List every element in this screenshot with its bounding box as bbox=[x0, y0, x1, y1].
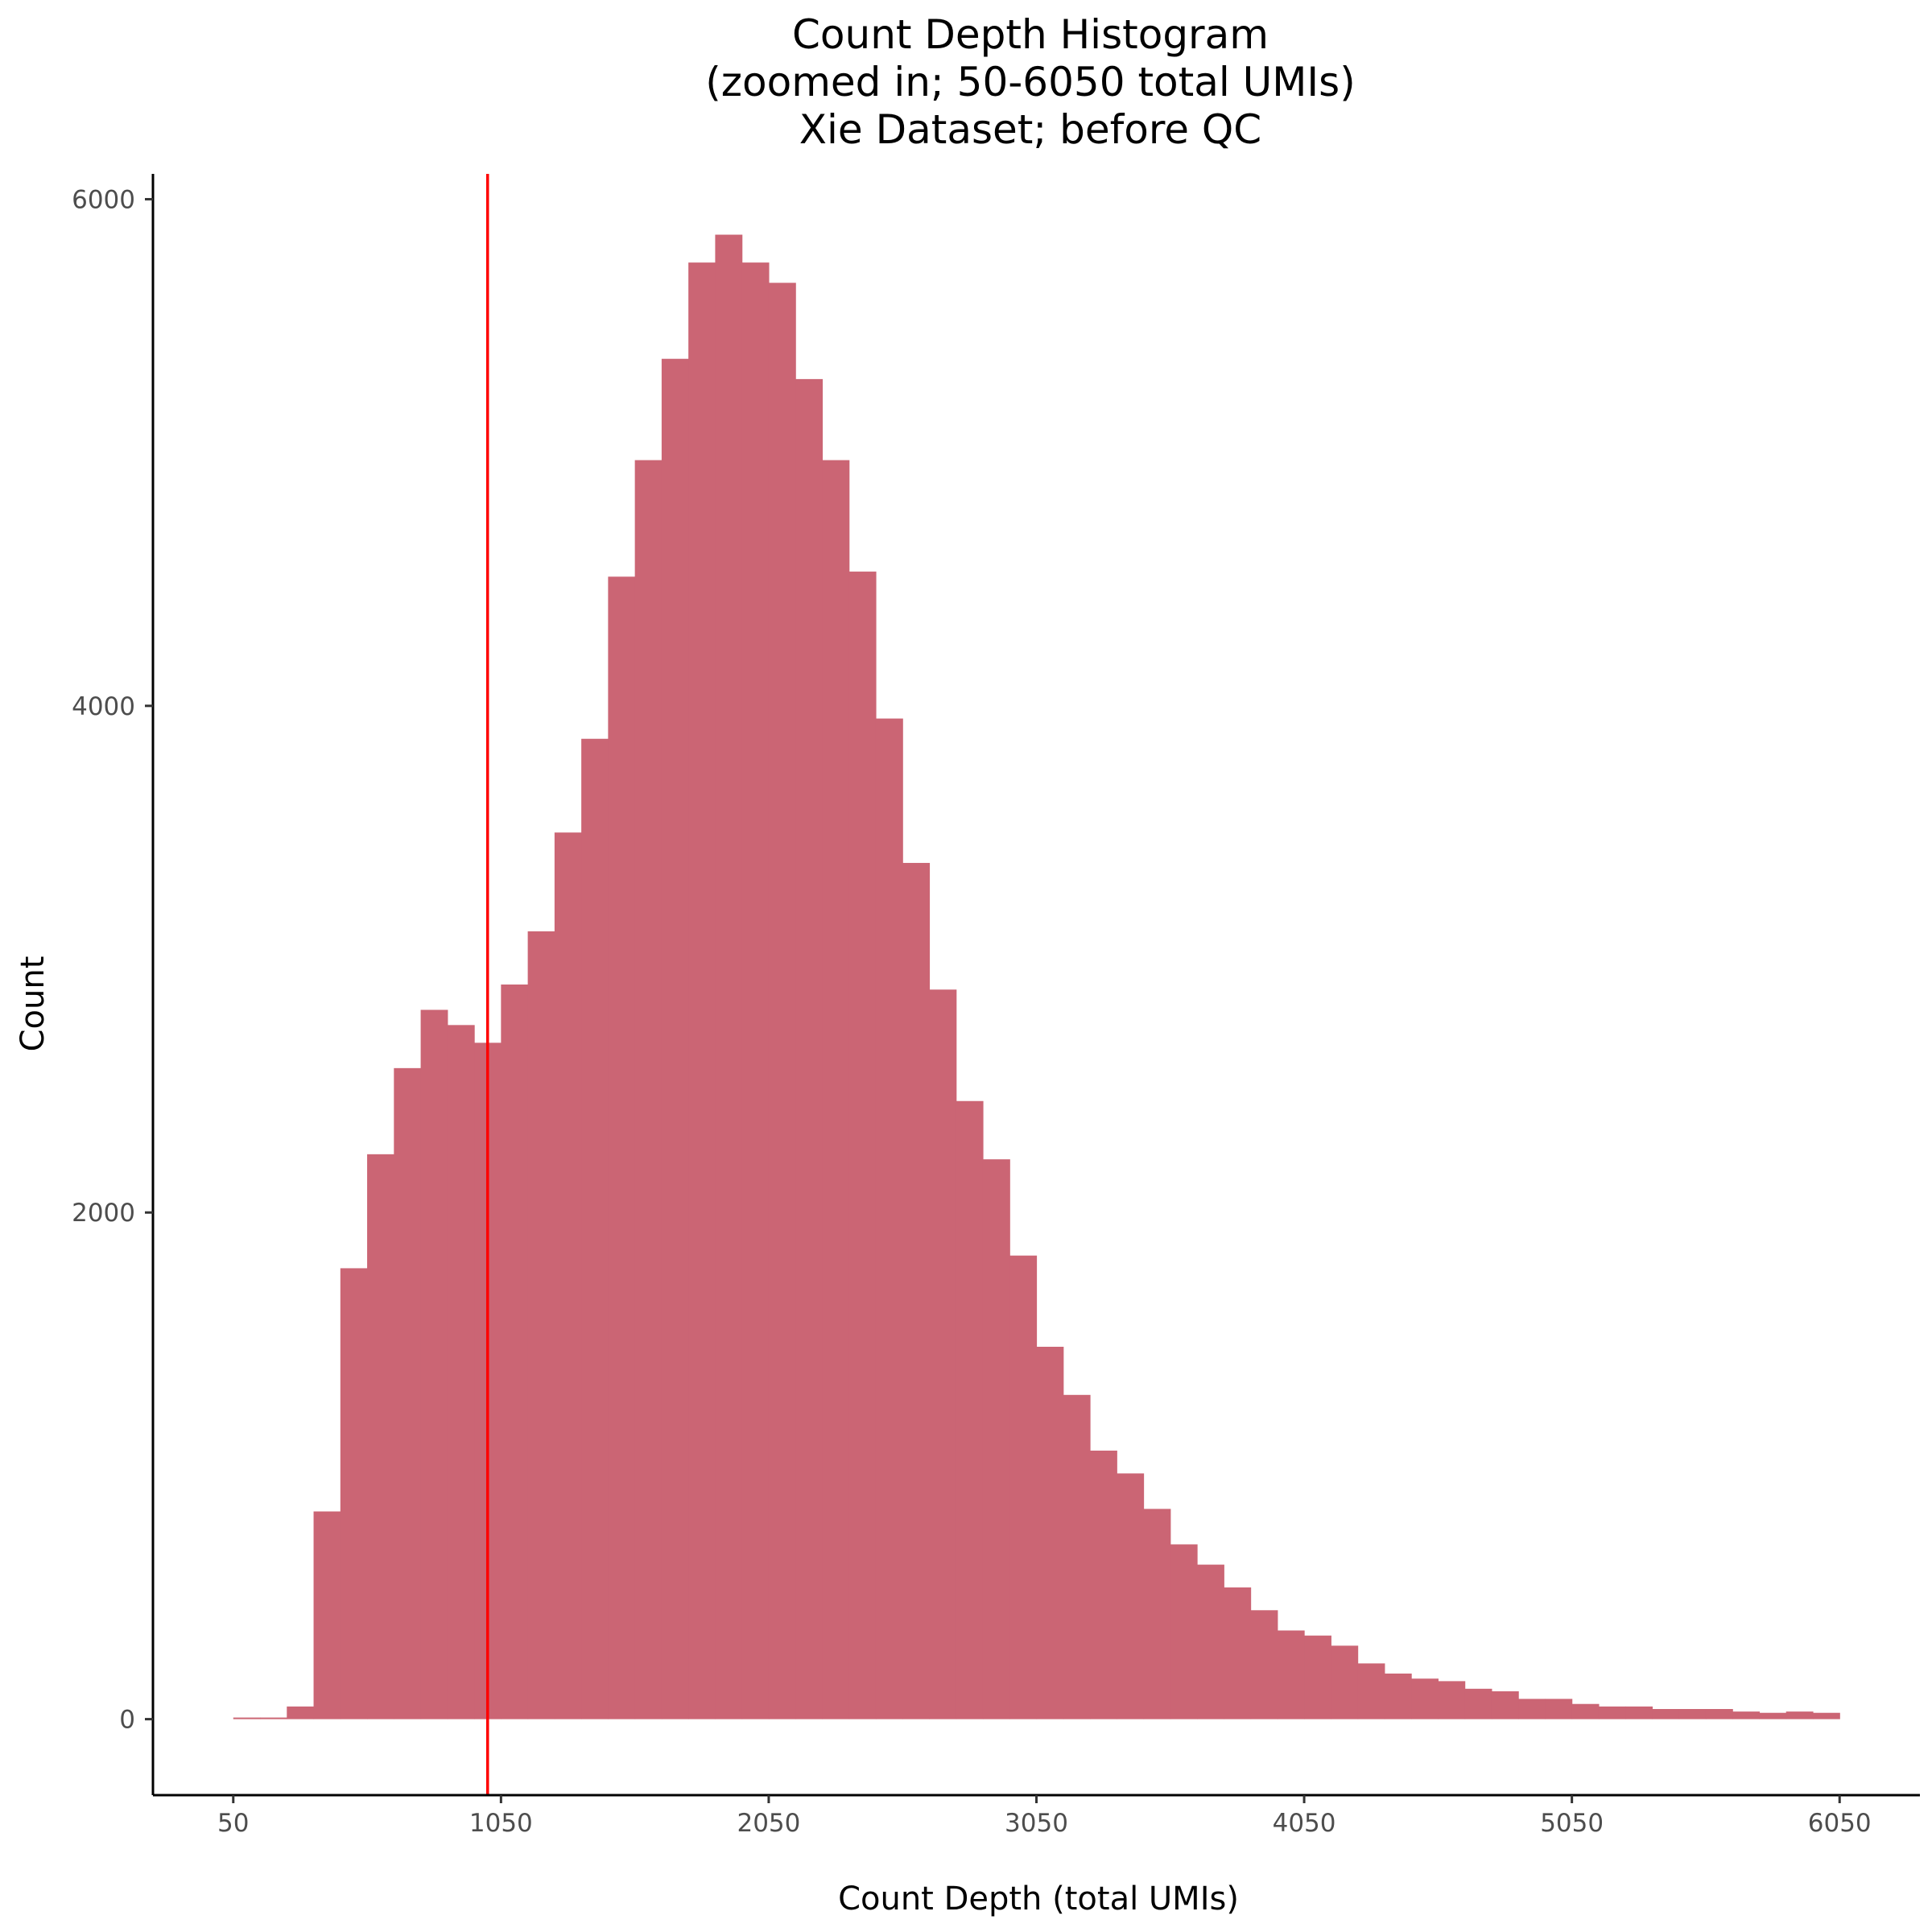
histogram-bar bbox=[715, 234, 743, 1719]
histogram-bar bbox=[367, 1154, 394, 1719]
chart-title-line-1: Count Depth Histogram bbox=[792, 11, 1269, 58]
histogram-bar bbox=[233, 1717, 261, 1719]
histogram-bar bbox=[822, 460, 850, 1719]
histogram-bar bbox=[1170, 1544, 1198, 1719]
histogram-bar bbox=[1759, 1712, 1787, 1719]
histogram-bar bbox=[1117, 1473, 1145, 1719]
x-tick-label: 50 bbox=[217, 1809, 249, 1838]
histogram-bar bbox=[1090, 1451, 1117, 1719]
histogram-bar bbox=[1224, 1587, 1252, 1719]
x-axis-title: Count Depth (total UMIs) bbox=[838, 1880, 1239, 1918]
histogram-bar bbox=[688, 262, 716, 1719]
histogram-bar bbox=[1036, 1347, 1064, 1719]
histogram-bar bbox=[1464, 1688, 1492, 1719]
histogram-bar bbox=[1571, 1703, 1600, 1719]
histogram-bar bbox=[1705, 1709, 1733, 1719]
histogram-bar bbox=[1732, 1711, 1761, 1719]
histogram-bar bbox=[394, 1067, 422, 1719]
chart-title-line-3: Xie Dataset; before QC bbox=[799, 106, 1261, 153]
x-tick-label: 2050 bbox=[737, 1809, 800, 1838]
x-tick-label: 6050 bbox=[1808, 1809, 1872, 1838]
x-tick-label: 1050 bbox=[469, 1809, 533, 1838]
histogram-bar bbox=[1518, 1699, 1546, 1719]
chart-title: Count Depth Histogram (zoomed in; 50-605… bbox=[705, 11, 1355, 153]
x-tick-label: 5050 bbox=[1540, 1809, 1604, 1838]
histogram-bar bbox=[1384, 1673, 1412, 1719]
histogram-bar bbox=[527, 931, 555, 1719]
histogram-bar bbox=[1331, 1645, 1359, 1719]
histogram-bar bbox=[554, 832, 582, 1719]
histogram-bar bbox=[661, 358, 689, 1719]
y-tick-label: 4000 bbox=[72, 692, 135, 721]
histogram-bar bbox=[1357, 1663, 1385, 1719]
histogram-bar bbox=[340, 1268, 368, 1719]
histogram-bar bbox=[260, 1717, 287, 1719]
histogram-bar bbox=[501, 985, 529, 1719]
y-tick-label: 6000 bbox=[72, 185, 135, 214]
chart-title-line-2: (zoomed in; 50-6050 total UMIs) bbox=[705, 59, 1355, 105]
histogram-bar bbox=[287, 1706, 315, 1719]
x-tick-label: 3050 bbox=[1005, 1809, 1068, 1838]
histogram-bar bbox=[741, 262, 770, 1719]
histogram-bar bbox=[447, 1025, 475, 1719]
histogram-bar bbox=[313, 1511, 341, 1719]
histogram-bar bbox=[768, 283, 796, 1719]
histogram-bar bbox=[1598, 1706, 1626, 1719]
x-tick-label: 4050 bbox=[1273, 1809, 1336, 1838]
histogram-bar bbox=[1625, 1706, 1653, 1719]
axes: 50 1050 2050 3050 4050 5050 6050 0 2000 4000 6000 bbox=[72, 174, 1920, 1838]
histogram-bar bbox=[420, 1009, 448, 1719]
histogram-bar bbox=[902, 862, 931, 1719]
histogram-bar bbox=[1197, 1564, 1224, 1719]
histogram-bar bbox=[1411, 1678, 1439, 1719]
y-axis-title: Count bbox=[14, 956, 52, 1052]
histogram-bar bbox=[1812, 1712, 1840, 1719]
histogram-bar bbox=[956, 1100, 984, 1719]
histogram-bar bbox=[1438, 1681, 1466, 1719]
histogram-bar bbox=[1009, 1255, 1038, 1719]
histogram-bar bbox=[1491, 1690, 1519, 1719]
histogram-bar bbox=[608, 576, 636, 1719]
histogram-bars bbox=[233, 234, 1840, 1719]
histogram-bar bbox=[929, 989, 957, 1719]
y-tick-label: 2000 bbox=[72, 1199, 135, 1228]
histogram-bar bbox=[1545, 1699, 1573, 1719]
histogram-bar bbox=[1678, 1709, 1707, 1719]
histogram-bar bbox=[634, 460, 663, 1719]
histogram-bar bbox=[1250, 1610, 1278, 1719]
histogram-bar bbox=[581, 738, 609, 1719]
histogram-bar bbox=[795, 378, 824, 1719]
histogram-bar bbox=[1277, 1630, 1305, 1719]
histogram-bar bbox=[1063, 1394, 1091, 1719]
histogram-bar bbox=[848, 572, 877, 1719]
histogram-bar bbox=[1304, 1635, 1331, 1719]
histogram-bar bbox=[1143, 1509, 1171, 1719]
histogram-bar bbox=[1785, 1711, 1814, 1719]
histogram-bar bbox=[1652, 1709, 1680, 1719]
histogram-bar bbox=[982, 1159, 1010, 1719]
y-tick-label: 0 bbox=[119, 1706, 135, 1735]
histogram-bar bbox=[875, 718, 903, 1719]
